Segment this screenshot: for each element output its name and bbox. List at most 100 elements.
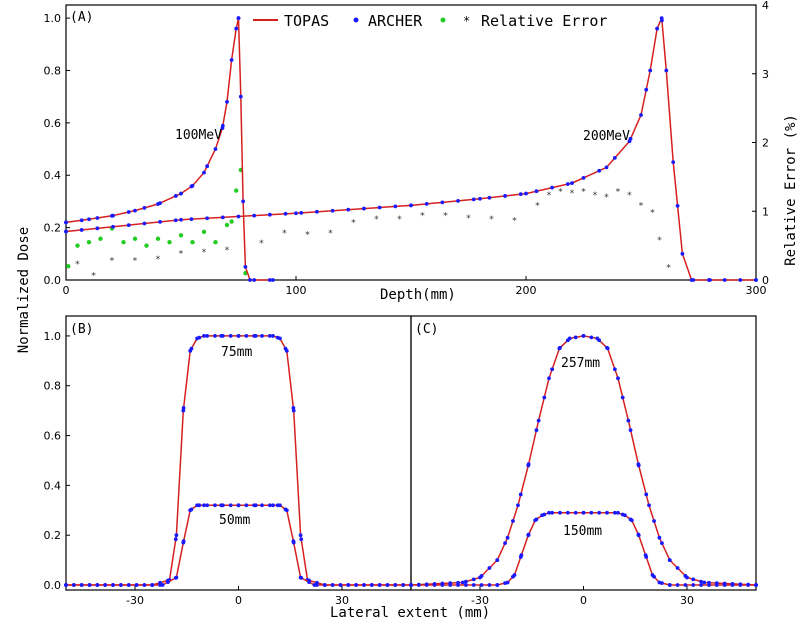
relative-error-star: * bbox=[535, 201, 540, 211]
relative-error-star: * bbox=[443, 212, 448, 222]
y2-tick-label: 2 bbox=[762, 137, 769, 150]
archer-point bbox=[636, 533, 641, 538]
archer-point bbox=[244, 334, 249, 338]
archer-point bbox=[675, 566, 680, 570]
archer-point bbox=[64, 229, 68, 234]
archer-point bbox=[236, 16, 241, 20]
archer-point bbox=[219, 334, 224, 338]
relative-error-star: * bbox=[397, 215, 402, 225]
archer-point bbox=[570, 181, 574, 185]
archer-point bbox=[173, 194, 178, 198]
archer-point bbox=[238, 94, 243, 99]
archer-point bbox=[597, 168, 602, 173]
archer-point bbox=[298, 575, 303, 580]
y2-axis-label: Relative Error (%) bbox=[783, 114, 799, 266]
archer-point bbox=[95, 226, 100, 231]
y-tick-label: 0.2 bbox=[44, 529, 62, 542]
archer-point bbox=[581, 510, 586, 515]
archer-point bbox=[647, 503, 651, 508]
archer-point bbox=[722, 583, 727, 587]
archer-point bbox=[738, 583, 743, 587]
archer-point bbox=[643, 553, 648, 558]
archer-point bbox=[213, 334, 217, 338]
archer-point bbox=[471, 577, 476, 582]
archer-point bbox=[424, 201, 429, 206]
archer-point bbox=[533, 518, 538, 523]
archer-point bbox=[291, 408, 296, 413]
archer-point bbox=[746, 583, 751, 587]
archer-point bbox=[573, 510, 578, 515]
archer-point bbox=[189, 217, 194, 222]
archer-point bbox=[675, 583, 680, 587]
archer-point bbox=[312, 583, 317, 587]
archer-point bbox=[478, 575, 482, 580]
archer-point bbox=[213, 503, 217, 508]
archer-point bbox=[179, 217, 183, 222]
archer-point bbox=[627, 139, 632, 144]
archer-point bbox=[354, 583, 359, 587]
archer-point bbox=[542, 395, 547, 400]
archer-point bbox=[534, 428, 539, 433]
archer-point bbox=[103, 583, 108, 587]
archer-point bbox=[495, 558, 500, 563]
archer-point bbox=[628, 428, 633, 433]
archer-point bbox=[253, 334, 258, 338]
archer-point bbox=[516, 503, 520, 508]
relative-error-star: * bbox=[546, 191, 551, 201]
archer-point bbox=[205, 216, 210, 221]
archer-point bbox=[702, 580, 707, 585]
archer-point bbox=[338, 583, 343, 587]
annotation-200mev: 200MeV bbox=[583, 129, 630, 144]
archer-point bbox=[550, 510, 555, 515]
archer-point bbox=[652, 519, 656, 523]
relative-error-star: * bbox=[109, 256, 114, 266]
archer-point bbox=[248, 278, 252, 282]
x-tick-label: 30 bbox=[335, 594, 349, 607]
archer-point bbox=[589, 335, 594, 340]
relative-error-star: * bbox=[351, 219, 356, 229]
x-tick-label: 0 bbox=[580, 594, 587, 607]
archer-point bbox=[657, 580, 662, 585]
archer-point bbox=[267, 334, 272, 338]
archer-point bbox=[205, 503, 210, 508]
archer-point bbox=[225, 100, 229, 104]
archer-point bbox=[565, 510, 570, 515]
archer-point bbox=[547, 510, 551, 515]
archer-point bbox=[220, 215, 225, 220]
archer-point bbox=[142, 221, 147, 226]
archer-point bbox=[503, 541, 507, 546]
archer-point bbox=[526, 463, 531, 468]
archer-point bbox=[487, 583, 492, 587]
archer-point bbox=[667, 558, 672, 563]
archer-point bbox=[524, 191, 528, 196]
archer-point bbox=[236, 334, 241, 338]
archer-point bbox=[540, 513, 544, 518]
relative-error-star: * bbox=[282, 229, 287, 239]
archer-point bbox=[160, 583, 165, 587]
archer-point bbox=[267, 503, 272, 508]
relative-error-star: * bbox=[592, 191, 597, 201]
archer-point bbox=[362, 583, 366, 587]
archer-point bbox=[346, 207, 351, 212]
archer-point bbox=[234, 26, 239, 31]
relative-error-star: * bbox=[489, 215, 494, 225]
archer-point bbox=[330, 583, 335, 587]
archer-point bbox=[315, 209, 319, 214]
archer-point bbox=[330, 208, 335, 213]
y2-tick-label: 1 bbox=[762, 205, 769, 218]
archer-point bbox=[471, 583, 476, 587]
archer-point bbox=[648, 68, 653, 73]
archer-point bbox=[416, 583, 421, 587]
archer-point bbox=[271, 503, 275, 508]
archer-point bbox=[228, 503, 233, 508]
relative-error-point bbox=[121, 239, 126, 245]
archer-point bbox=[440, 583, 445, 587]
archer-point bbox=[526, 533, 531, 538]
archer-point bbox=[479, 583, 484, 587]
y-tick-label: 0.4 bbox=[44, 169, 62, 182]
archer-point bbox=[267, 212, 272, 217]
archer-point bbox=[503, 194, 507, 198]
archer-point bbox=[111, 224, 115, 229]
relative-error-star: * bbox=[569, 189, 574, 199]
archer-point bbox=[581, 334, 586, 338]
